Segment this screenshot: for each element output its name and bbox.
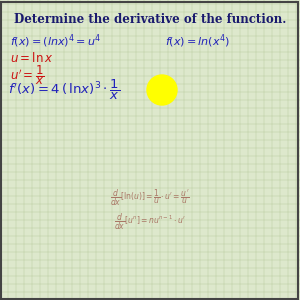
Text: $f(x) = \mathit{ln}(x^4)$: $f(x) = \mathit{ln}(x^4)$ — [165, 32, 230, 50]
Text: $\dfrac{d}{dx}[\ln(u)] = \dfrac{1}{u} \cdot u' = \dfrac{u'}{u}$: $\dfrac{d}{dx}[\ln(u)] = \dfrac{1}{u} \c… — [110, 188, 190, 208]
Text: Determine the derivative of the function.: Determine the derivative of the function… — [14, 13, 286, 26]
Circle shape — [147, 75, 177, 105]
Text: $\dfrac{d}{dx}[u^n] = nu^{n-1} \cdot u'$: $\dfrac{d}{dx}[u^n] = nu^{n-1} \cdot u'$ — [114, 212, 186, 232]
Text: $f(x) = (\mathit{ln}x)^4 = \mathit{u}^4$: $f(x) = (\mathit{ln}x)^4 = \mathit{u}^4$ — [10, 32, 101, 50]
Text: $\mathit{u}' = \dfrac{1}{x}$: $\mathit{u}' = \dfrac{1}{x}$ — [10, 63, 44, 87]
Text: $\mathit{u} = \mathrm{ln}\, x$: $\mathit{u} = \mathrm{ln}\, x$ — [10, 51, 53, 65]
Text: $\mathit{f}'(\mathit{x}) = 4\,(\,\mathrm{ln}\mathit{x})^3 \cdot \dfrac{1}{x}$: $\mathit{f}'(\mathit{x}) = 4\,(\,\mathrm… — [8, 78, 120, 102]
